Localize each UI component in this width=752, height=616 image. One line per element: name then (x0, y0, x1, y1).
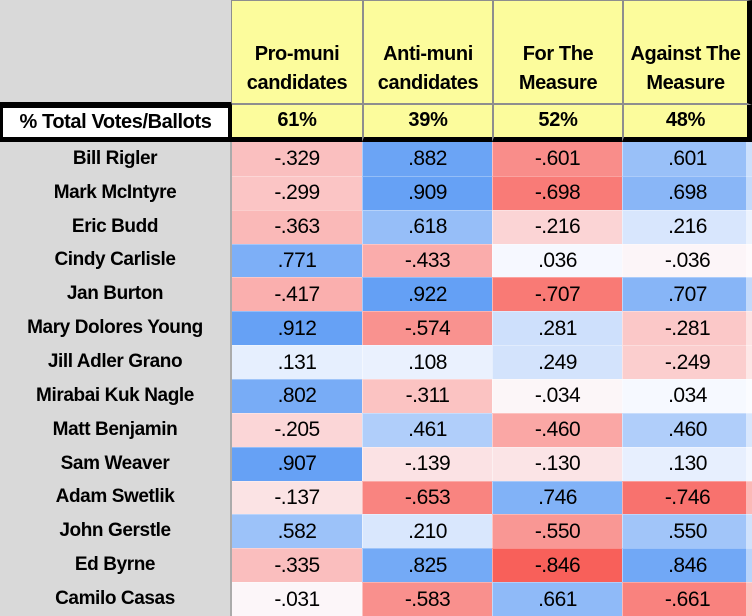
heatmap-cell: -.601 (492, 142, 622, 176)
row-label: Mary Dolores Young (0, 311, 232, 346)
heatmap-cell: .601 (622, 142, 752, 176)
row-label: Mark McIntyre (0, 175, 232, 210)
row-label: Jan Burton (0, 277, 232, 312)
heatmap-cell: -.130 (492, 446, 622, 481)
column-header-pro-muni-candidates: Pro-muni candidates (232, 0, 362, 105)
heatmap-cell: .661 (492, 582, 622, 616)
row-label: Matt Benjamin (0, 412, 232, 447)
heatmap-cell: .882 (362, 142, 492, 176)
heatmap-cell: -.036 (622, 243, 752, 278)
heatmap-cell: .281 (492, 311, 622, 346)
heatmap-cell: -.574 (362, 311, 492, 346)
row-label: Camilo Casas (0, 582, 232, 616)
heatmap-cell: -.249 (622, 345, 752, 379)
totals-value-against-measure: 48% (622, 105, 752, 142)
heatmap-cell: .210 (362, 514, 492, 549)
heatmap-cell: -.460 (492, 412, 622, 447)
heatmap-cell: -.205 (232, 412, 362, 447)
heatmap-cell: .802 (232, 379, 362, 413)
heatmap-cell: -.746 (622, 480, 752, 515)
corner-cell (0, 0, 232, 105)
heatmap-cell: .461 (362, 412, 492, 447)
heatmap-cell: .825 (362, 548, 492, 583)
heatmap-cell: .249 (492, 345, 622, 379)
row-label: Jill Adler Grano (0, 345, 232, 379)
heatmap-cell: .707 (622, 277, 752, 312)
totals-value-pro-muni: 61% (232, 105, 362, 142)
totals-value-for-measure: 52% (492, 105, 622, 142)
column-header-for-the-measure: For The Measure (492, 0, 622, 105)
heatmap-cell: .036 (492, 243, 622, 278)
row-label: Mirabai Kuk Nagle (0, 379, 232, 413)
totals-value-anti-muni: 39% (362, 105, 492, 142)
heatmap-cell: -.653 (362, 480, 492, 515)
table-body: Bill Rigler -.329.882 -.601.601 Mark McInty… (0, 142, 752, 616)
table-header: Pro-muni candidates Anti-muni candidates… (0, 0, 752, 142)
heatmap-cell: -.707 (492, 277, 622, 312)
heatmap-cell: .108 (362, 345, 492, 379)
heatmap-cell: -.335 (232, 548, 362, 583)
heatmap-cell: .618 (362, 209, 492, 244)
heatmap-cell: .460 (622, 412, 752, 447)
heatmap-cell: .746 (492, 480, 622, 515)
heatmap-cell: .130 (622, 446, 752, 481)
heatmap-cell: -.363 (232, 209, 362, 244)
heatmap-cell: .550 (622, 514, 752, 549)
totals-row-label: % Total Votes/Ballots (0, 105, 232, 142)
row-label: Cindy Carlisle (0, 243, 232, 278)
heatmap-cell: -.034 (492, 379, 622, 413)
heatmap-cell: -.661 (622, 582, 752, 616)
heatmap-cell: .698 (622, 175, 752, 210)
heatmap-cell: .131 (232, 345, 362, 379)
heatmap-cell: .922 (362, 277, 492, 312)
row-label: Ed Byrne (0, 548, 232, 583)
heatmap-cell: .846 (622, 548, 752, 583)
heatmap-cell: -.281 (622, 311, 752, 346)
heatmap-cell: -.139 (362, 446, 492, 481)
heatmap-cell: -.031 (232, 582, 362, 616)
heatmap-cell: -.433 (362, 243, 492, 278)
heatmap-cell: -.216 (492, 209, 622, 244)
row-label: Adam Swetlik (0, 480, 232, 515)
heatmap-cell: .907 (232, 446, 362, 481)
heatmap-cell: .909 (362, 175, 492, 210)
row-label: Sam Weaver (0, 446, 232, 481)
heatmap-cell: -.417 (232, 277, 362, 312)
heatmap-cell: -.137 (232, 480, 362, 515)
row-label: Bill Rigler (0, 142, 232, 176)
heatmap-cell: .216 (622, 209, 752, 244)
heatmap-cell: .582 (232, 514, 362, 549)
column-header-anti-muni-candidates: Anti-muni candidates (362, 0, 492, 105)
heatmap-cell: -.311 (362, 379, 492, 413)
heatmap-cell: -.550 (492, 514, 622, 549)
heatmap-cell: .771 (232, 243, 362, 278)
heatmap-cell: -.299 (232, 175, 362, 210)
row-label: John Gerstle (0, 514, 232, 549)
heatmap-cell: -.846 (492, 548, 622, 583)
column-header-against-the-measure: Against The Measure (622, 0, 752, 105)
heatmap-cell: -.698 (492, 175, 622, 210)
heatmap-cell: -.583 (362, 582, 492, 616)
heatmap-cell: -.329 (232, 142, 362, 176)
heatmap-cell: .912 (232, 311, 362, 346)
heatmap-cell: .034 (622, 379, 752, 413)
row-label: Eric Budd (0, 209, 232, 244)
